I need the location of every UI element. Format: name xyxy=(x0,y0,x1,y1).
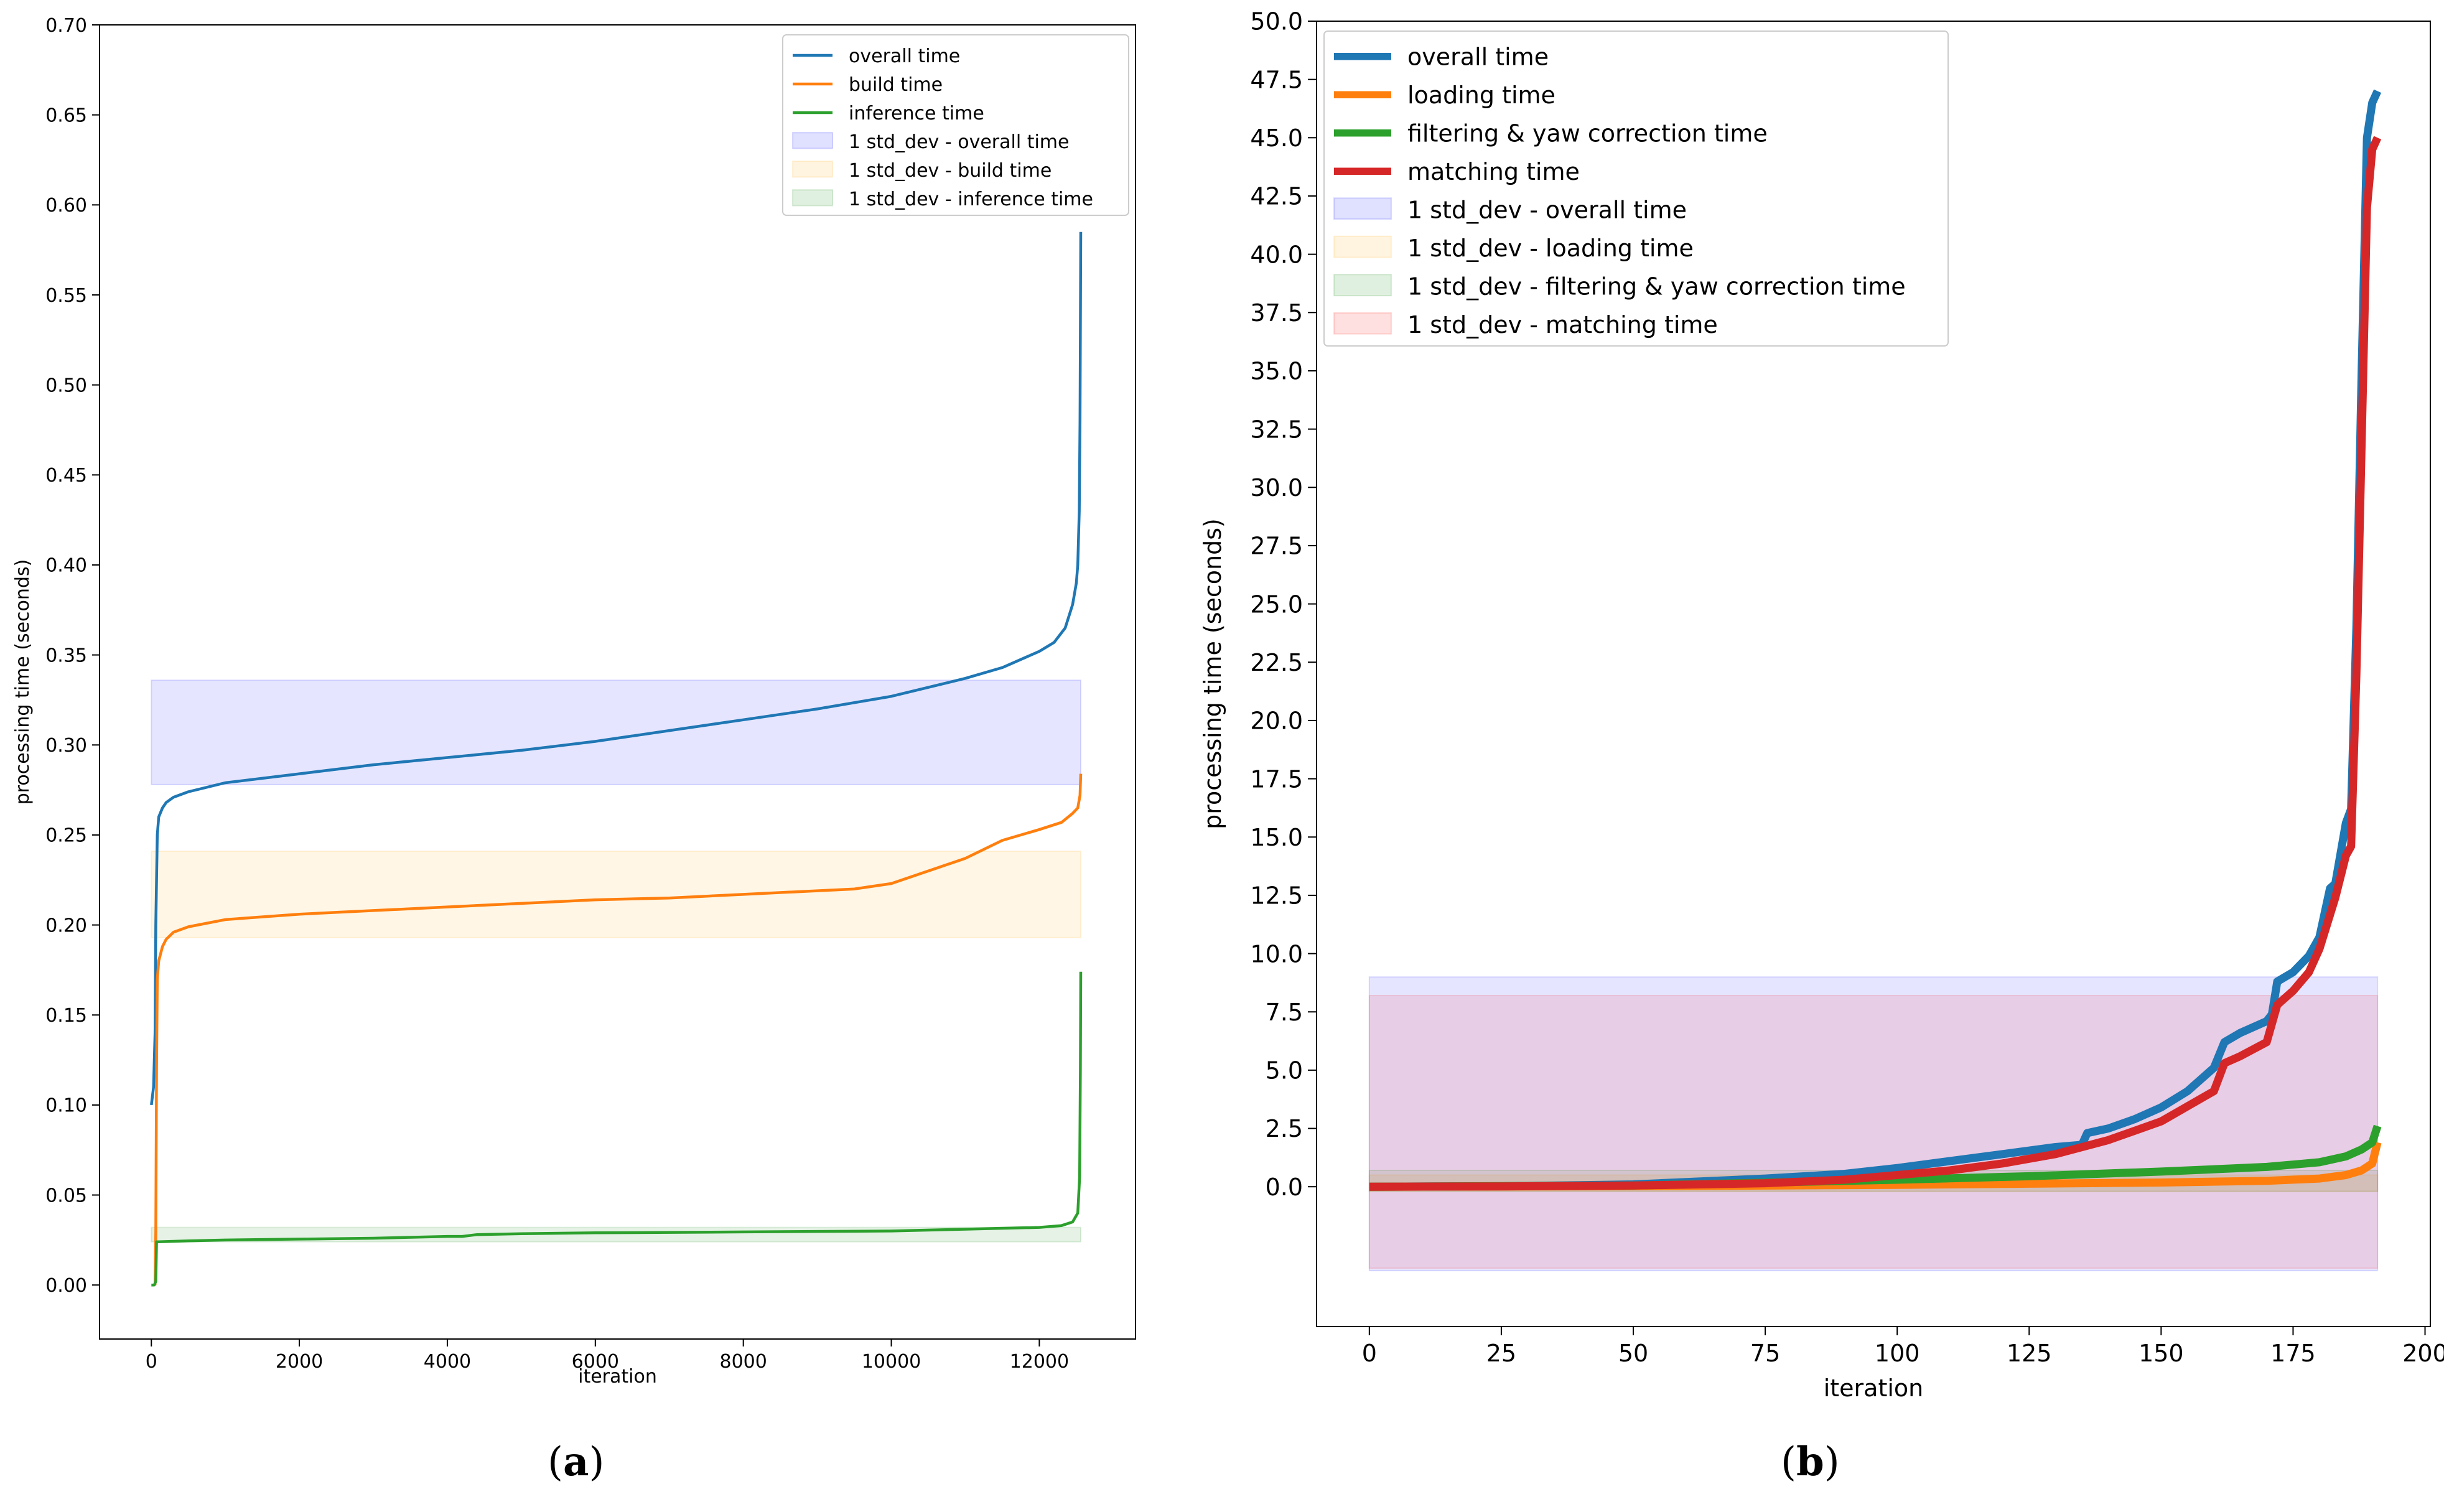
y-tick-label: 17.5 xyxy=(1250,765,1303,793)
y-tick-label: 0.10 xyxy=(45,1095,87,1117)
legend-label-build-time: build time xyxy=(849,74,943,96)
x-tick-label: 6000 xyxy=(572,1351,619,1373)
legend-label-1-std-dev-loading-time: 1 std_dev - loading time xyxy=(1407,235,1694,262)
y-tick-label: 0.55 xyxy=(45,285,87,307)
x-tick-label: 4000 xyxy=(424,1351,471,1373)
legend-label-1-std-dev-overall-time: 1 std_dev - overall time xyxy=(849,131,1069,153)
y-tick-label: 42.5 xyxy=(1250,183,1303,210)
y-tick-label: 10.0 xyxy=(1250,940,1303,968)
legend-swatch-1-std-dev-loading-time xyxy=(1333,235,1392,258)
y-tick-label: 0.30 xyxy=(45,735,87,757)
x-tick-label: 0 xyxy=(146,1351,157,1373)
y-tick-label: 22.5 xyxy=(1250,649,1303,676)
x-axis-label: iteration xyxy=(1824,1374,1924,1402)
y-tick-label: 0.35 xyxy=(45,645,87,666)
legend-label-1-std-dev-inference-time: 1 std_dev - inference time xyxy=(849,189,1093,210)
x-tick-label: 100 xyxy=(1875,1340,1920,1367)
legend-label-1-std-dev-matching-time: 1 std_dev - matching time xyxy=(1407,311,1718,338)
x-tick-label: 50 xyxy=(1618,1340,1648,1367)
legend-label-overall-time: overall time xyxy=(849,45,960,67)
x-tick-label: 8000 xyxy=(719,1351,767,1373)
x-tick-label: 75 xyxy=(1750,1340,1780,1367)
legend-swatch-1-std-dev-inference-time xyxy=(792,189,833,207)
legend-label-1-std-dev-overall-time: 1 std_dev - overall time xyxy=(1407,196,1687,223)
y-tick-label: 27.5 xyxy=(1250,533,1303,560)
chart-a: 0 2000 4000 6000 8000 10000 12000 0.00 0.05 0.10 0… xyxy=(12,15,1136,1388)
legend-swatch-1-std-dev-overall-time xyxy=(1333,197,1392,220)
y-tick-label: 2.5 xyxy=(1266,1115,1303,1142)
plot-area xyxy=(100,25,1136,1339)
y-tick-label: 0.00 xyxy=(45,1275,87,1297)
y-tick-label: 15.0 xyxy=(1250,824,1303,851)
caption-b-letter: b xyxy=(1796,1439,1824,1485)
y-tick-label: 37.5 xyxy=(1250,299,1303,327)
band-1-std-dev-overall-time xyxy=(151,679,1081,785)
band-1-std-dev-overall-time xyxy=(1368,976,2379,1272)
y-tick-label: 45.0 xyxy=(1250,124,1303,152)
legend-box xyxy=(1323,30,1949,347)
legend-swatch-1-std-dev-overall-time xyxy=(792,132,833,149)
legend-label-inference-time: inference time xyxy=(849,103,984,124)
y-tick-label: 7.5 xyxy=(1266,999,1303,1026)
y-axis-label: processing time (seconds) xyxy=(1199,518,1226,829)
series-line-matching-time xyxy=(1369,136,2382,1191)
y-tick-label: 0.40 xyxy=(45,555,87,577)
y-tick-label: 0.50 xyxy=(45,375,87,396)
legend-box xyxy=(782,34,1129,216)
caption-a: (a) xyxy=(548,1439,605,1485)
y-tick-label: 32.5 xyxy=(1250,416,1303,443)
y-tick-label: 0.0 xyxy=(1266,1174,1303,1201)
band-1-std-dev-matching-time xyxy=(1368,995,2379,1269)
y-tick-label: 0.45 xyxy=(45,465,87,487)
chart-b: 0 25 50 75 100 125 150 175 200 0.0 2.5 5.0 7.5 10.0 12… xyxy=(1199,8,2444,1402)
y-tick-label: 5.0 xyxy=(1266,1057,1303,1085)
y-axis-label: processing time (seconds) xyxy=(12,559,34,805)
y-tick-label: 0.65 xyxy=(45,105,87,126)
y-tick-label: 40.0 xyxy=(1250,241,1303,268)
y-tick-label: 25.0 xyxy=(1250,590,1303,618)
axes-frame xyxy=(99,24,1136,1340)
x-tick-label: 12000 xyxy=(1010,1351,1069,1373)
legend-swatch-1-std-dev-build-time xyxy=(792,161,833,178)
band-1-std-dev-build-time xyxy=(151,850,1081,938)
legend-label-matching-time: matching time xyxy=(1407,158,1580,185)
y-tick-label: 0.60 xyxy=(45,195,87,217)
y-tick-label: 0.70 xyxy=(45,15,87,37)
series-line-build-time xyxy=(153,773,1083,1286)
x-tick-label: 175 xyxy=(2270,1340,2316,1367)
y-tick-label: 50.0 xyxy=(1250,8,1303,35)
y-tick-label: 35.0 xyxy=(1250,358,1303,385)
y-tick-label: 0.20 xyxy=(45,915,87,936)
x-tick-label: 0 xyxy=(1362,1340,1377,1367)
legend-label-1-std-dev-build-time: 1 std_dev - build time xyxy=(849,160,1052,182)
y-tick-label: 30.0 xyxy=(1250,474,1303,502)
caption-a-letter: a xyxy=(562,1439,589,1485)
legend-label-overall-time: overall time xyxy=(1407,43,1549,70)
series-line-inference-time xyxy=(151,971,1083,1287)
caption-b: (b) xyxy=(1781,1439,1840,1485)
x-tick-label: 125 xyxy=(2007,1340,2052,1367)
axes-frame xyxy=(1316,21,2431,1327)
x-tick-label: 2000 xyxy=(276,1351,323,1373)
y-tick-label: 0.05 xyxy=(45,1185,87,1206)
y-tick-label: 47.5 xyxy=(1250,66,1303,93)
y-tick-label: 0.15 xyxy=(45,1005,87,1027)
y-tick-label: 12.5 xyxy=(1250,882,1303,910)
x-tick-label: 150 xyxy=(2138,1340,2184,1367)
y-tick-label: 20.0 xyxy=(1250,707,1303,735)
x-tick-label: 10000 xyxy=(862,1351,921,1373)
legend-label-loading-time: loading time xyxy=(1407,82,1555,109)
legend-swatch-1-std-dev-matching-time xyxy=(1333,312,1392,335)
series-line-overall-time xyxy=(150,231,1083,1106)
y-tick-label: 0.25 xyxy=(45,825,87,847)
legend-label-filtering-yaw-correction-time: filtering & yaw correction time xyxy=(1407,119,1768,147)
x-axis-label: iteration xyxy=(578,1366,657,1388)
legend-swatch-1-std-dev-filtering-yaw-correction-time xyxy=(1333,274,1392,297)
x-tick-label: 25 xyxy=(1486,1340,1516,1367)
x-tick-label: 200 xyxy=(2402,1340,2444,1367)
legend-label-1-std-dev-filtering-yaw-correction-time: 1 std_dev - filtering & yaw correction t… xyxy=(1407,273,1906,300)
